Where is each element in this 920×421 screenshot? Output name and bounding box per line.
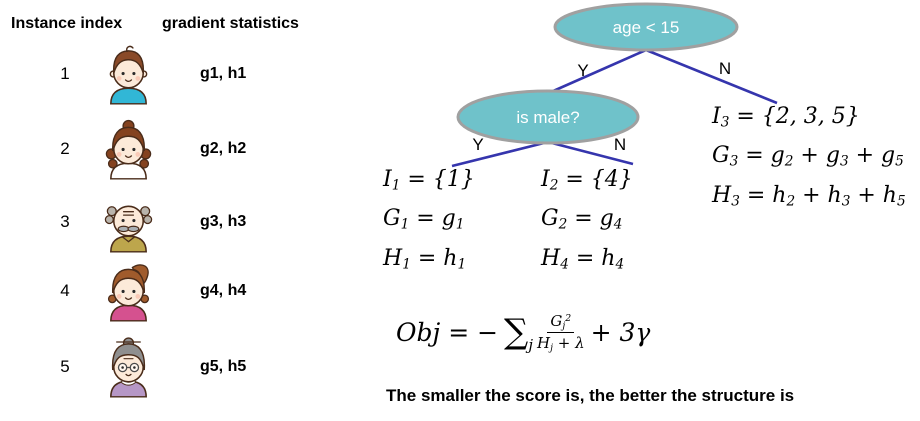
eye xyxy=(121,71,125,76)
girl-avatar-icon xyxy=(105,119,152,180)
collar xyxy=(121,235,136,243)
shirt xyxy=(110,87,147,105)
leaf3-h-sum: H3 = h2 + h3 + h5 xyxy=(712,182,906,210)
caption-text: The smaller the score is, the better the… xyxy=(386,386,795,405)
column-header-instance-index: Instance index xyxy=(11,15,123,32)
blush xyxy=(116,152,122,157)
instance-index-label: 1 xyxy=(60,64,70,83)
branch-root-no xyxy=(645,48,778,105)
smile xyxy=(124,155,133,158)
smile xyxy=(125,373,132,377)
eye xyxy=(132,71,136,76)
old-woman-avatar-icon xyxy=(110,337,147,398)
boy-avatar-icon xyxy=(109,45,148,105)
branch-root-yes xyxy=(550,48,647,94)
instance-index-label: 3 xyxy=(60,212,70,231)
table-row: 4 g4, h4 xyxy=(0,258,340,324)
blush xyxy=(135,294,141,299)
shirt xyxy=(110,162,147,180)
hair-puff xyxy=(106,206,117,217)
eye xyxy=(132,147,136,152)
fraction-denominator: Hj + λ xyxy=(536,334,585,354)
eye xyxy=(121,366,124,369)
leaf-formula-1: I1 = {1} G1 = g1 H1 = h1 xyxy=(383,163,475,281)
sigma: ∑ xyxy=(504,312,529,353)
hair-puff xyxy=(104,214,114,225)
hair-puff xyxy=(143,214,153,225)
shirt xyxy=(110,304,147,322)
table-row: 2 g2, h2 xyxy=(0,116,340,182)
gradient-statistics-label: g3, h3 xyxy=(200,213,247,230)
hair xyxy=(111,343,146,371)
branch-child-no xyxy=(547,140,634,166)
instance-index-label: 4 xyxy=(60,281,70,300)
decision-tree-diagram: age < 15 is male? Y N Y N xyxy=(451,2,778,168)
tree-node-is-male-label: is male? xyxy=(516,108,579,127)
instance-index-label: 5 xyxy=(60,357,70,376)
face xyxy=(112,205,145,237)
leaf-formula-2: I2 = {4} G2 = g4 H4 = h4 xyxy=(541,163,633,281)
hair-puff xyxy=(140,206,151,217)
fraction-numerator: Gj2 xyxy=(547,312,575,334)
woman-avatar-icon xyxy=(107,264,150,322)
table-row: 5 g5, h5 xyxy=(0,334,340,400)
eye xyxy=(121,289,125,294)
hair-curl xyxy=(107,158,118,169)
mustache xyxy=(117,225,130,233)
branch-label-child-yes: Y xyxy=(472,135,483,154)
column-header-gradient-statistics: gradient statistics xyxy=(162,15,299,32)
shirt xyxy=(110,235,147,253)
leaf3-instance-set: I3 = {2, 3, 5} xyxy=(712,104,860,131)
branch-label-root-no: N xyxy=(719,59,731,78)
branch-child-yes xyxy=(451,140,549,168)
sigma-subscript: j xyxy=(528,335,533,354)
hair-curl xyxy=(139,158,150,169)
gradient-statistics-label: g4, h4 xyxy=(200,282,247,299)
eye xyxy=(132,218,136,223)
summation-symbol: ∑j xyxy=(504,312,533,354)
leaf2-instance-set: I2 = {4} xyxy=(541,167,633,194)
eye xyxy=(132,289,136,294)
hair xyxy=(112,268,145,294)
gradient-statistics-label: g1, h1 xyxy=(200,65,247,82)
eye xyxy=(121,218,125,223)
leaf1-g-sum: G1 = g1 xyxy=(383,206,465,233)
blush xyxy=(135,76,141,81)
leaf2-g-sum: G2 = g4 xyxy=(541,206,623,233)
gradient-statistics-label: g2, h2 xyxy=(200,140,247,157)
leaf2-h-sum: H4 = h4 xyxy=(541,245,625,273)
objective-suffix: + 3γ xyxy=(590,318,651,348)
instance-index-label: 2 xyxy=(60,139,70,158)
blush xyxy=(116,294,122,299)
leaf1-instance-set: I1 = {1} xyxy=(383,167,475,194)
tree-node-age xyxy=(553,2,739,52)
objective-prefix: Obj = − xyxy=(396,318,499,348)
table-row: 1 g1, h1 xyxy=(0,41,340,107)
blush xyxy=(135,152,141,157)
smile xyxy=(124,297,133,300)
leaf1-h-sum: H1 = h1 xyxy=(383,245,467,273)
objective-formula: Obj = − ∑j Gj2 Hj + λ + 3γ xyxy=(396,312,650,354)
smile xyxy=(124,79,133,82)
blush xyxy=(116,76,122,81)
tree-node-is-male xyxy=(456,89,640,145)
gradient-statistics-label: g5, h5 xyxy=(200,358,247,375)
hair xyxy=(113,50,144,74)
objective-fraction: Gj2 Hj + λ xyxy=(537,312,585,354)
tree-node-age-label: age < 15 xyxy=(613,18,680,37)
eye xyxy=(133,366,136,369)
hair xyxy=(112,126,145,152)
forehead-wrinkles xyxy=(122,211,135,216)
hair-tuft xyxy=(126,45,134,53)
branch-label-root-yes: Y xyxy=(577,61,588,80)
table-row: 3 g3, h3 xyxy=(0,189,340,255)
old-man-avatar-icon xyxy=(104,205,153,253)
leaf3-g-sum: G3 = g2 + g3 + g5 xyxy=(712,143,904,170)
mustache xyxy=(127,225,140,233)
leaf-formula-3: I3 = {2, 3, 5} G3 = g2 + g3 + g5 H3 = h2… xyxy=(712,100,906,218)
eye xyxy=(121,147,125,152)
branch-label-child-no: N xyxy=(614,135,626,154)
